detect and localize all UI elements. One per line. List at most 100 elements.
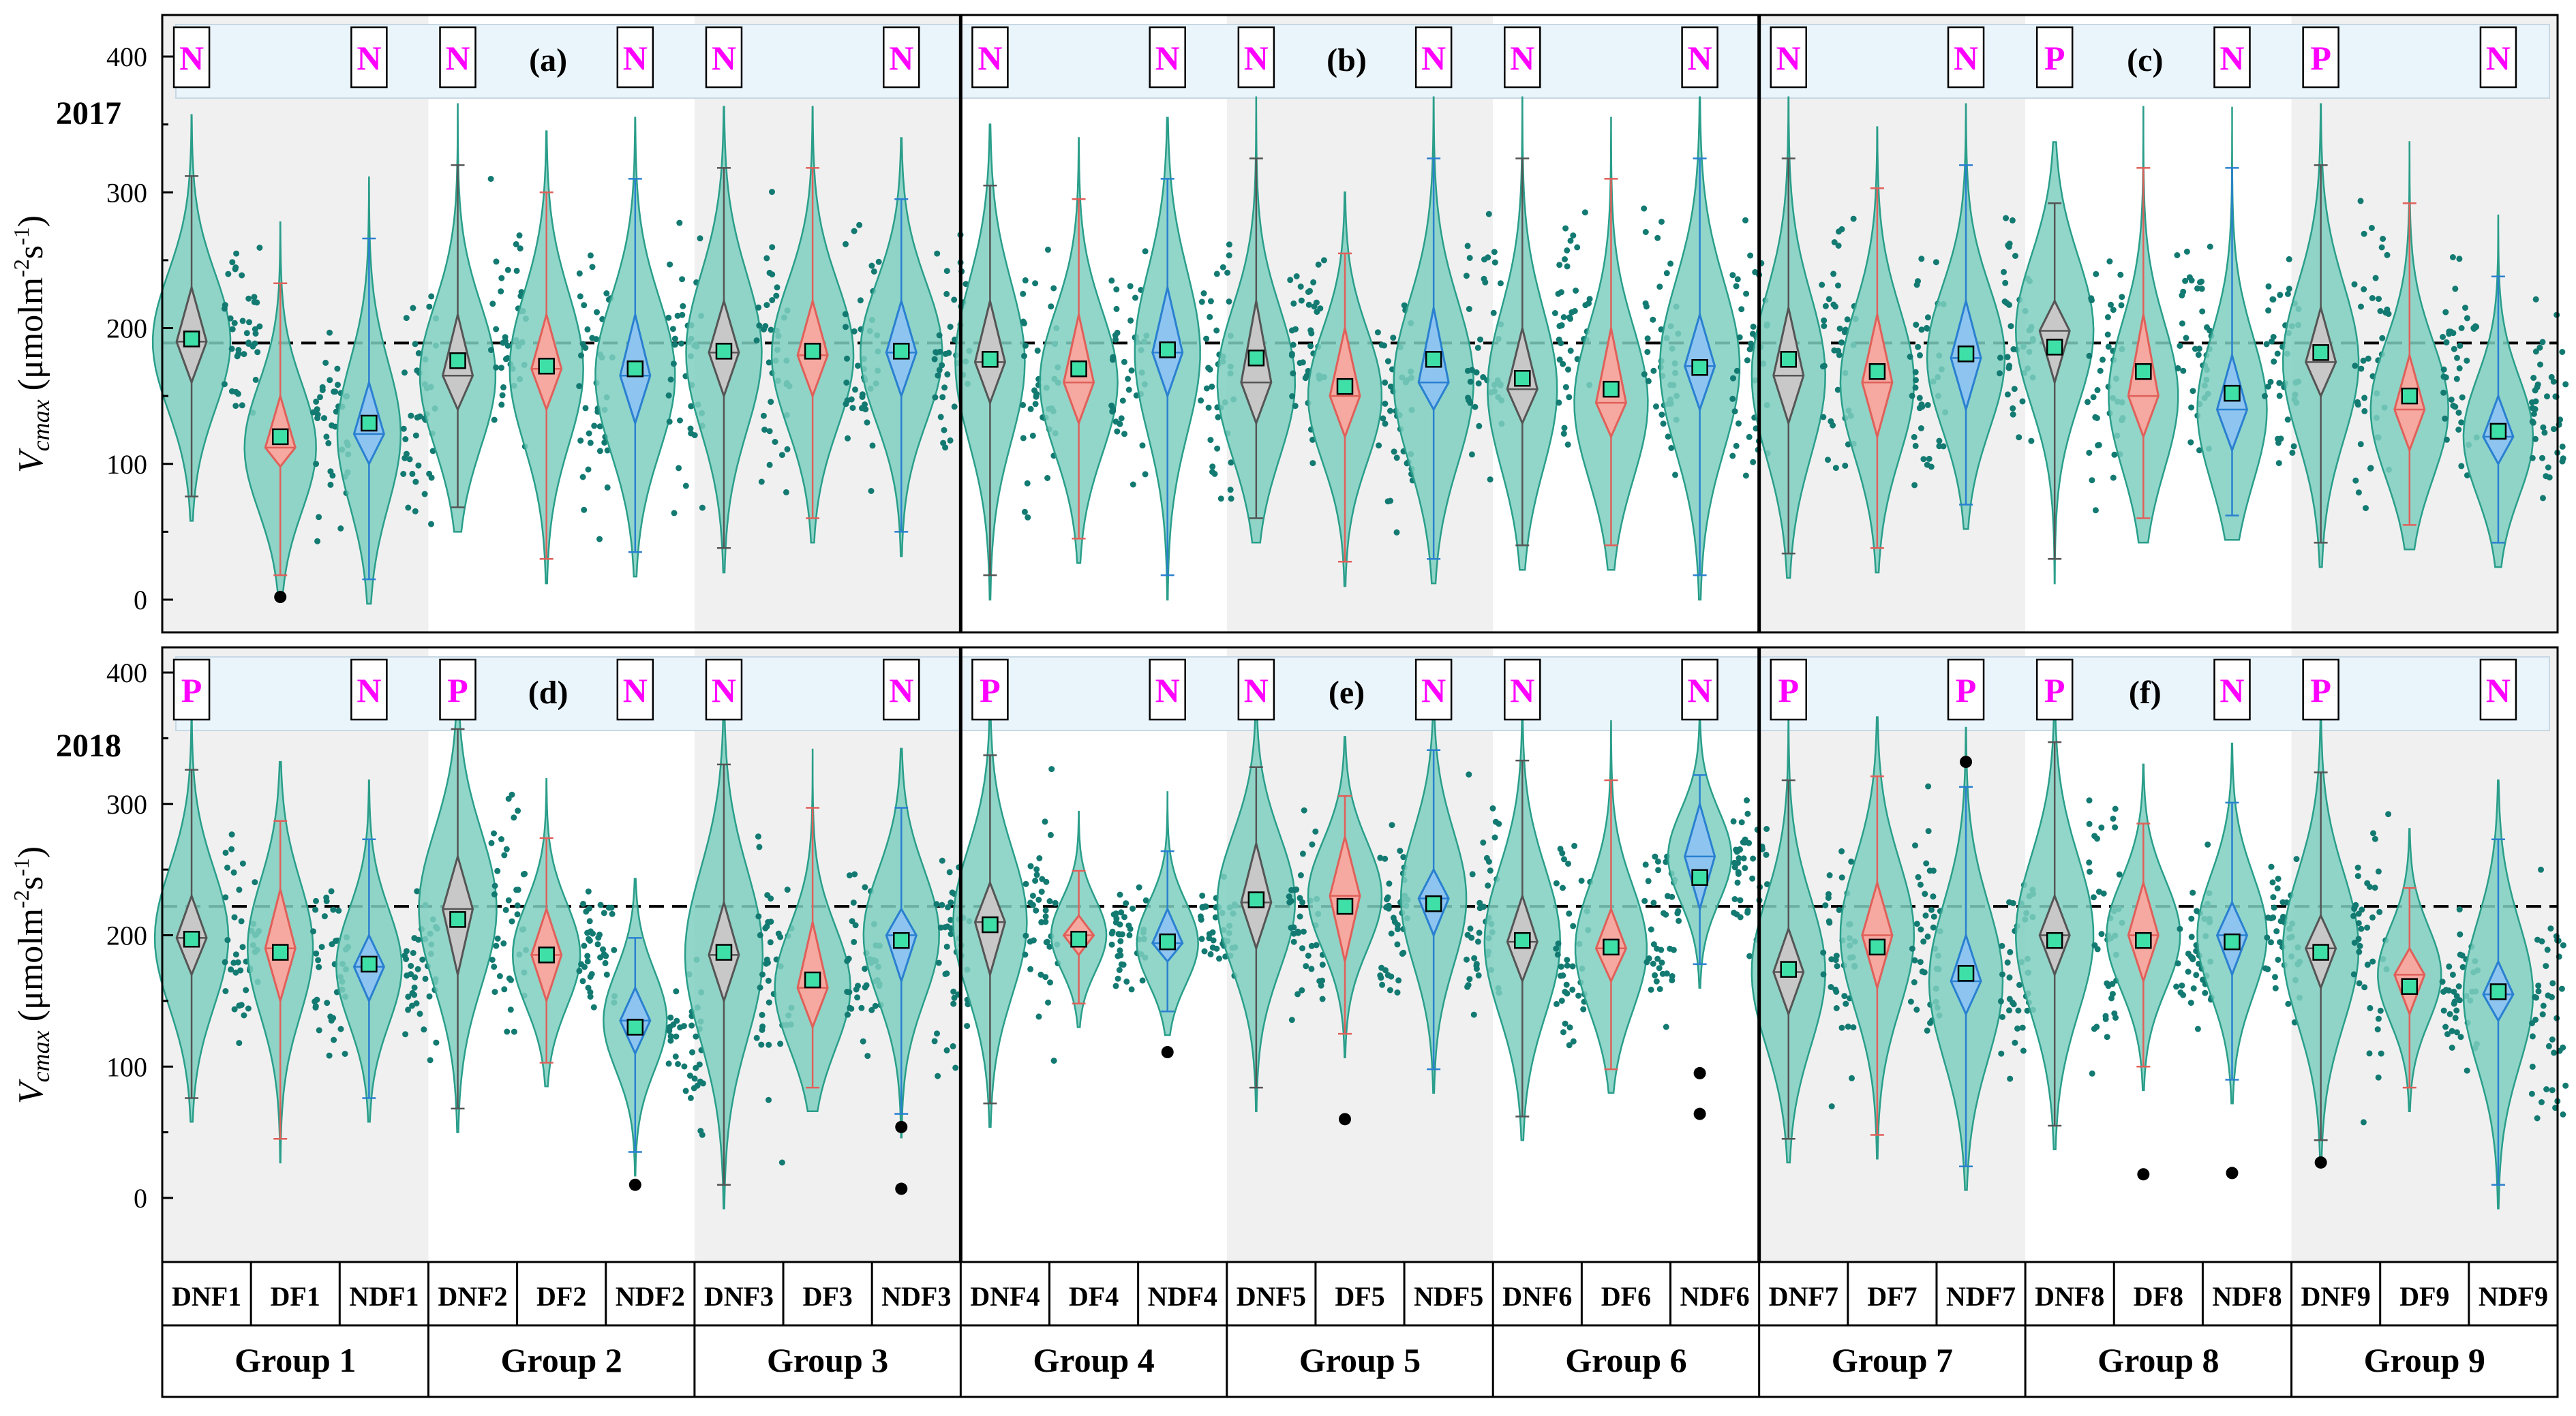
data-point (868, 262, 875, 269)
data-point (1834, 963, 1840, 970)
data-point (1491, 259, 1498, 266)
data-point (1738, 306, 1745, 313)
mean-marker (1957, 965, 1975, 982)
data-point (505, 795, 512, 802)
data-point (2529, 1063, 2536, 1070)
mean-marker (449, 911, 466, 928)
data-point (1750, 459, 1757, 465)
category-label-DNF1: DNF1 (172, 1281, 241, 1312)
significance-badge-text: N (2486, 671, 2511, 709)
category-label-DNF9: DNF9 (2301, 1281, 2371, 1312)
category-label-NDF5: NDF5 (1414, 1281, 1483, 1312)
data-point (1487, 476, 1494, 483)
y-axis-label-part: -1 (9, 227, 33, 245)
data-point (1561, 856, 1567, 863)
data-point (2361, 984, 2368, 991)
mean-marker (2046, 932, 2063, 949)
data-point (405, 994, 412, 1000)
data-point (1227, 487, 1234, 493)
data-point (239, 944, 246, 951)
data-point (1214, 445, 1221, 452)
data-point (1118, 415, 1125, 422)
data-point (1820, 414, 1827, 420)
data-point (1566, 394, 1573, 401)
data-point (496, 973, 503, 979)
data-point (1571, 842, 1578, 849)
data-point (774, 284, 781, 291)
data-point (1378, 341, 1385, 348)
data-point (2532, 387, 2539, 394)
data-point (2290, 443, 2297, 450)
data-point (1310, 279, 1317, 286)
data-point (1663, 270, 1670, 277)
data-point (1303, 372, 1310, 379)
data-point (2100, 356, 2106, 363)
data-point (1113, 286, 1120, 293)
data-point (587, 440, 594, 446)
mean-marker (1514, 932, 1531, 949)
data-point (2196, 345, 2202, 352)
data-point (327, 481, 334, 488)
data-point (1052, 899, 1059, 906)
panel-label: (c) (2127, 42, 2163, 78)
data-point (609, 910, 616, 917)
y-axis-label-part: cmax (27, 1030, 55, 1082)
y-axis-label-part: (μmolm (12, 908, 50, 1031)
data-point (1917, 881, 1924, 888)
data-point (696, 1061, 703, 1068)
outlier-point (1960, 756, 1973, 769)
data-point (593, 336, 600, 343)
data-point (1658, 412, 1665, 418)
data-point (317, 394, 323, 401)
data-point (849, 405, 856, 412)
data-point (252, 376, 259, 383)
significance-badge (1681, 26, 1718, 89)
data-point (1476, 899, 1483, 906)
data-point (1556, 262, 1563, 268)
significance-badge (971, 26, 1009, 89)
data-point (2188, 404, 2195, 411)
data-point (400, 425, 407, 432)
data-point (433, 1039, 440, 1046)
data-point (2442, 1023, 2449, 1030)
data-point (2528, 1090, 2535, 1097)
data-point (665, 1060, 672, 1067)
data-point (2277, 292, 2284, 298)
data-point (313, 398, 320, 405)
data-point (2098, 825, 2105, 831)
data-point (2449, 1045, 2455, 1051)
mean-marker (1336, 378, 1354, 395)
data-point (1024, 480, 1031, 487)
data-point (412, 432, 419, 439)
data-point (329, 472, 336, 479)
mean-marker (361, 955, 378, 973)
data-point (514, 911, 521, 918)
data-point (1121, 358, 1127, 365)
data-point (245, 339, 252, 346)
data-point (232, 403, 239, 410)
significance-badge (172, 658, 211, 721)
data-point (673, 988, 680, 995)
data-point (1108, 941, 1115, 948)
significance-badge (1414, 658, 1453, 721)
data-point (1924, 933, 1931, 940)
significance-badge (1770, 26, 1807, 89)
data-point (228, 966, 234, 973)
data-point (1835, 243, 1842, 249)
data-point (1566, 1042, 1573, 1049)
data-point (1730, 375, 1736, 382)
data-point (935, 1073, 941, 1079)
data-point (1909, 393, 1915, 399)
data-point (596, 423, 603, 430)
data-point (1556, 399, 1562, 406)
data-point (2455, 427, 2462, 433)
data-point (2532, 994, 2539, 1000)
data-point (1915, 343, 1922, 350)
data-point (1930, 893, 1937, 900)
data-point (2384, 251, 2391, 258)
data-point (2442, 374, 2449, 381)
data-point (2175, 960, 2181, 967)
data-point (2086, 859, 2093, 866)
data-point (769, 244, 776, 251)
data-point (1838, 339, 1845, 346)
